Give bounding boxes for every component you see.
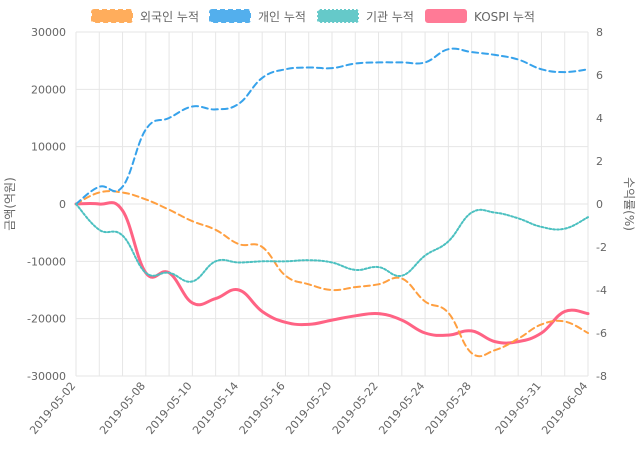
y2-tick-label: 0 <box>596 198 603 211</box>
y-tick-label: -10000 <box>27 255 66 268</box>
y-tick-label: 30000 <box>31 26 66 39</box>
y-tick-label: 0 <box>59 198 66 211</box>
y2-axis-title: 수익률(%) <box>622 177 636 231</box>
y-tick-label: 20000 <box>31 83 66 96</box>
x-tick-label: 2019-05-20 <box>283 380 334 437</box>
y2-tick-label: 8 <box>596 26 603 39</box>
y2-tick-label: -8 <box>596 370 607 383</box>
x-tick-label: 2019-05-31 <box>493 380 544 437</box>
y2-tick-label: 2 <box>596 155 603 168</box>
legend-swatch <box>425 9 467 23</box>
series-line-1 <box>75 47 589 205</box>
legend-label: 기관 누적 <box>366 10 414 24</box>
y-tick-label: -20000 <box>27 313 66 326</box>
x-axis: 2019-05-02 2019-05-082019-05-102019-05-14… <box>27 380 590 437</box>
legend-swatch <box>91 9 133 23</box>
y-axis-right: 8 6 4 2 0 -2 -4 -6 -8 <box>596 26 607 383</box>
y-tick-label: 10000 <box>31 141 66 154</box>
y2-tick-label: -6 <box>596 327 607 340</box>
x-tick-label: 2019-05-02 <box>27 380 78 437</box>
legend-label: KOSPI 누적 <box>474 10 535 24</box>
x-tick-label: 2019-06-04 <box>539 380 590 437</box>
series-line-0 <box>75 190 589 358</box>
x-tick-label: 2019-05-28 <box>423 380 474 437</box>
x-tick-label: 2019-05-22 <box>330 380 381 437</box>
x-tick-label: 2019-05-14 <box>190 380 241 437</box>
legend-item[interactable]: 기관 누적 <box>317 9 414 24</box>
y2-tick-label: -2 <box>596 241 607 254</box>
series-line-2 <box>75 203 589 283</box>
y-axis-left: 30000 20000 10000 0 -10000 -20000 -30000 <box>27 26 66 383</box>
y2-tick-label: -4 <box>596 284 607 297</box>
x-tick-label: 2019-05-24 <box>376 380 427 437</box>
legend-item[interactable]: 개인 누적 <box>209 9 306 24</box>
x-tick-label: 2019-05-16 <box>237 380 288 437</box>
legend-swatch <box>209 9 251 23</box>
grid <box>75 31 589 377</box>
legend-label: 개인 누적 <box>258 10 306 24</box>
legend-swatch <box>317 9 359 23</box>
series-lines <box>74 47 590 358</box>
legend-label: 외국인 누적 <box>140 10 199 24</box>
y-axis-title: 금액(억원) <box>3 177 17 231</box>
x-tick-label: 2019-05-10 <box>144 380 195 437</box>
legend-item[interactable]: KOSPI 누적 <box>425 9 535 24</box>
y2-tick-label: 4 <box>596 112 603 125</box>
legend-item[interactable]: 외국인 누적 <box>91 9 199 24</box>
y-tick-label: -30000 <box>27 370 66 383</box>
legend[interactable]: 외국인 누적 개인 누적 기관 누적 KOSPI 누적 <box>91 9 535 24</box>
y2-tick-label: 6 <box>596 69 603 82</box>
x-tick-label: 2019-05-08 <box>97 380 148 437</box>
